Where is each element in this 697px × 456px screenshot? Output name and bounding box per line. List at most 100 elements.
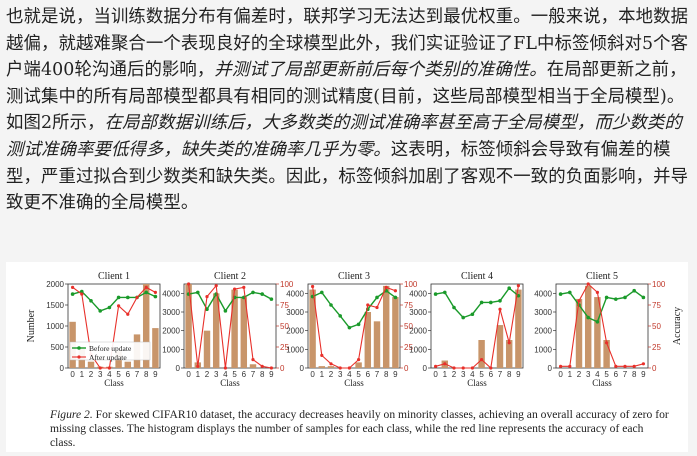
after-update-point: [153, 290, 157, 294]
legend-before-marker: [77, 346, 81, 350]
before-update-point: [80, 289, 84, 294]
histogram-bar: [575, 298, 583, 368]
right-tick-label: 100: [652, 280, 666, 289]
legend-after-label: After update: [89, 353, 127, 362]
after-update-point: [577, 299, 581, 303]
before-update-point: [516, 293, 521, 298]
after-update-point: [614, 364, 618, 368]
right-tick-label: 25: [280, 343, 289, 352]
left-tick-label: 2000: [46, 280, 64, 289]
after-update-point: [205, 295, 209, 299]
after-update-point: [71, 285, 75, 289]
class-tick-label: 8: [260, 370, 265, 379]
class-tick-label: 4: [470, 370, 475, 379]
class-tick-label: 8: [144, 370, 149, 379]
right-tick-label: 0: [280, 364, 285, 373]
before-update-line: [188, 291, 272, 313]
before-update-point: [375, 295, 379, 300]
left-tick-label: 2000: [534, 327, 552, 336]
class-tick-label: 7: [375, 370, 380, 379]
before-update-point: [623, 295, 627, 300]
histogram-bar: [327, 366, 335, 368]
after-update-point: [516, 284, 520, 288]
class-tick-label: 8: [632, 370, 637, 379]
histogram-bar: [594, 297, 601, 368]
class-tick-label: 4: [595, 370, 600, 379]
before-update-line: [560, 289, 644, 323]
histogram-bar: [203, 330, 211, 368]
class-tick-label: 4: [223, 370, 228, 379]
after-update-point: [434, 364, 438, 368]
before-update-point: [116, 295, 121, 300]
legend-after-marker: [77, 355, 81, 359]
after-update-point: [329, 362, 333, 366]
left-tick-label: 3000: [162, 308, 180, 317]
before-update-point: [107, 305, 112, 310]
before-update-point: [393, 295, 398, 300]
left-tick-label: 3000: [409, 308, 427, 317]
class-tick-label: 1: [443, 370, 448, 379]
class-tick-label: 6: [366, 370, 371, 379]
figure-caption: Figure 2. For skewed CIFAR10 dataset, th…: [50, 408, 670, 450]
y-axis-label-right: Accuracy: [672, 307, 683, 345]
left-tick-label: 2000: [286, 327, 304, 336]
after-update-point: [80, 292, 84, 296]
class-tick-label: 6: [242, 370, 247, 379]
left-tick-label: 4000: [286, 289, 304, 298]
class-tick-label: 0: [433, 370, 438, 379]
before-update-point: [320, 290, 324, 295]
class-tick-label: 4: [347, 370, 352, 379]
after-update-point: [641, 362, 646, 366]
right-tick-label: 75: [404, 301, 413, 310]
class-tick-label: 5: [356, 370, 361, 379]
class-tick-label: 7: [135, 370, 140, 379]
histogram-bar: [87, 361, 95, 368]
class-tick-label: 9: [269, 370, 274, 379]
class-tick-label: 1: [80, 370, 85, 379]
after-update-point: [117, 304, 121, 308]
paragraph-text-2: 在局部更新之前，测试集中的所有局部模型都具有相同的测试精度(目前，这些局部模型相…: [6, 60, 687, 134]
after-update-point: [214, 284, 218, 288]
left-tick-label: 0: [300, 364, 305, 373]
after-update-point: [452, 366, 456, 370]
plot-frame-5: [555, 283, 649, 369]
left-tick-label: 0: [60, 364, 65, 373]
left-tick-label: 1000: [46, 322, 64, 331]
after-update-point: [223, 366, 227, 370]
paragraph-italic-2: 在局部数据训练后，大多数类的测试准确率甚至高于全局模型，而少数类的测试准确率要低…: [6, 113, 682, 160]
histogram-bar: [240, 297, 248, 368]
paragraph-text-1: 也就是说，当训练数据分布有偏差时，联邦学习无法达到最优权重。一般来说，本地数据越…: [6, 7, 689, 81]
left-tick-label: 3000: [534, 308, 552, 317]
histogram-bar: [496, 325, 504, 368]
class-tick-label: 3: [338, 370, 343, 379]
left-tick-label: 500: [51, 343, 65, 352]
before-update-point: [507, 286, 512, 290]
after-update-line: [312, 286, 396, 369]
legend-before-label: Before update: [89, 344, 132, 353]
class-tick-label: 4: [107, 370, 112, 379]
histogram-bar: [124, 361, 132, 368]
before-update-point: [498, 299, 502, 303]
left-tick-label: 1000: [409, 345, 427, 354]
class-tick-label: 0: [70, 370, 75, 379]
before-update-point: [205, 307, 209, 311]
left-tick-label: 1000: [534, 345, 552, 354]
chart-title-5: Client 5: [586, 271, 618, 282]
after-update-point: [357, 358, 361, 362]
before-update-line: [312, 289, 396, 329]
after-update-point: [144, 285, 148, 289]
x-axis-label: Class: [344, 378, 364, 388]
before-update-point: [338, 314, 343, 318]
class-tick-label: 5: [604, 370, 609, 379]
class-tick-label: 1: [196, 370, 201, 379]
after-update-point: [632, 364, 636, 368]
histogram-bar: [355, 362, 362, 368]
after-update-point: [605, 341, 609, 345]
class-tick-label: 3: [461, 370, 466, 379]
histogram-bar: [185, 284, 192, 368]
right-tick-label: 25: [404, 343, 413, 352]
after-update-point: [623, 364, 627, 368]
class-tick-label: 0: [558, 370, 563, 379]
class-tick-label: 2: [577, 370, 582, 379]
after-update-point: [135, 295, 139, 300]
